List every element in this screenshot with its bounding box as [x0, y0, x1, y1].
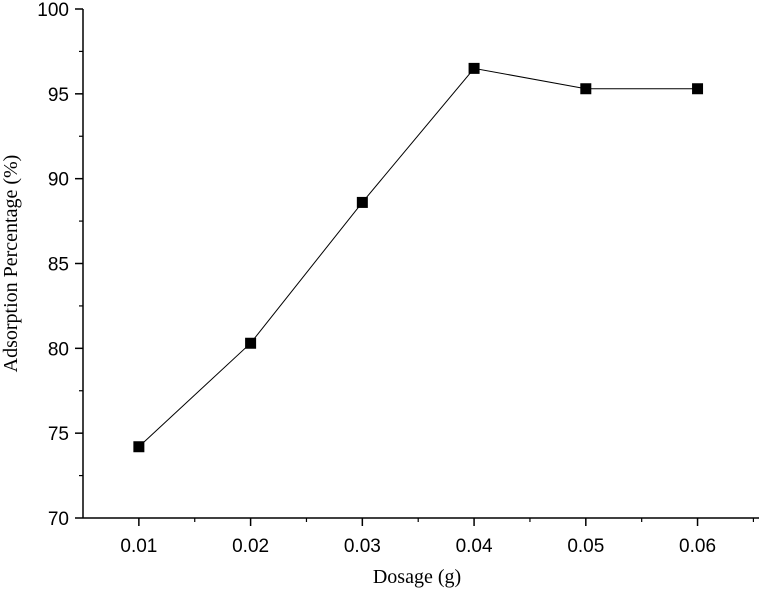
data-point-marker: [692, 83, 704, 95]
data-point-marker: [245, 337, 257, 349]
y-tick-label: 85: [48, 255, 69, 276]
series-lines: [138, 67, 698, 448]
y-tick-label: 100: [37, 0, 69, 21]
x-tick-label: 0.06: [679, 536, 716, 557]
x-axis-title: Dosage (g): [373, 566, 461, 588]
x-axis-ticks: 0.01 0.02 0.03 0.04 0.05 0.06: [120, 518, 755, 557]
y-tick-label: 70: [48, 509, 69, 530]
y-tick-label: 90: [48, 170, 69, 191]
data-point-marker: [356, 196, 368, 208]
series-line: [138, 67, 698, 448]
data-point-marker: [580, 83, 592, 95]
y-tick-label: 95: [48, 85, 69, 106]
plot-frame: [82, 9, 759, 519]
x-tick-label: 0.03: [344, 536, 381, 557]
x-tick-label: 0.05: [567, 536, 604, 557]
y-tick-label: 75: [48, 424, 69, 445]
x-tick-label: 0.01: [120, 536, 157, 557]
y-axis-title: Adsorption Percentage (%): [0, 155, 22, 373]
x-tick-label: 0.04: [456, 536, 493, 557]
x-tick-label: 0.02: [232, 536, 269, 557]
data-point-marker: [133, 441, 145, 453]
y-tick-label: 80: [48, 339, 69, 360]
y-axis-ticks: 70 75 80 85 90 95 100: [37, 0, 83, 530]
series-points: [133, 62, 704, 453]
data-point-marker: [468, 62, 480, 74]
